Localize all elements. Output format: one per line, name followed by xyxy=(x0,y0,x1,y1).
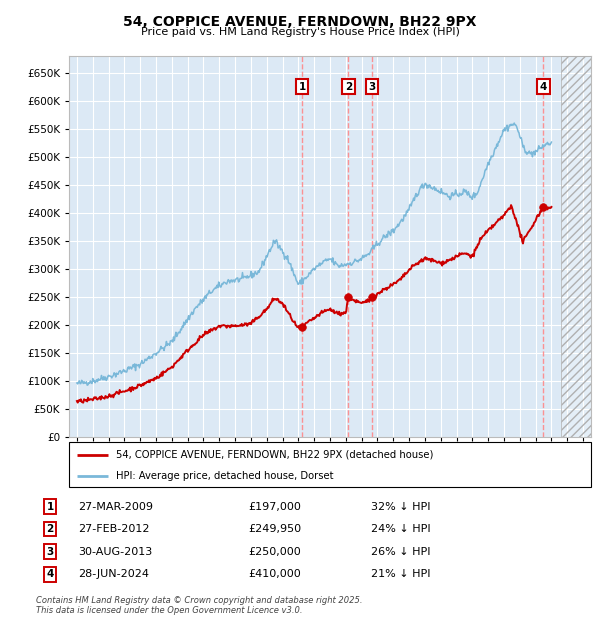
Text: 4: 4 xyxy=(539,82,547,92)
Text: £197,000: £197,000 xyxy=(248,502,301,512)
Text: £249,950: £249,950 xyxy=(248,524,301,534)
Text: 3: 3 xyxy=(46,547,53,557)
Text: 3: 3 xyxy=(368,82,376,92)
Text: 28-JUN-2024: 28-JUN-2024 xyxy=(78,569,149,579)
Text: £410,000: £410,000 xyxy=(248,569,301,579)
Text: Price paid vs. HM Land Registry's House Price Index (HPI): Price paid vs. HM Land Registry's House … xyxy=(140,27,460,37)
Text: 1: 1 xyxy=(46,502,53,512)
Text: 26% ↓ HPI: 26% ↓ HPI xyxy=(371,547,430,557)
Text: 2: 2 xyxy=(345,82,352,92)
Text: 2: 2 xyxy=(46,524,53,534)
Text: 32% ↓ HPI: 32% ↓ HPI xyxy=(371,502,430,512)
Text: 24% ↓ HPI: 24% ↓ HPI xyxy=(371,524,430,534)
Bar xyxy=(560,56,591,437)
Text: £250,000: £250,000 xyxy=(248,547,301,557)
Text: 21% ↓ HPI: 21% ↓ HPI xyxy=(371,569,430,579)
Text: 54, COPPICE AVENUE, FERNDOWN, BH22 9PX (detached house): 54, COPPICE AVENUE, FERNDOWN, BH22 9PX (… xyxy=(116,450,433,459)
Text: 54, COPPICE AVENUE, FERNDOWN, BH22 9PX: 54, COPPICE AVENUE, FERNDOWN, BH22 9PX xyxy=(123,16,477,30)
Text: 27-FEB-2012: 27-FEB-2012 xyxy=(78,524,149,534)
Text: 27-MAR-2009: 27-MAR-2009 xyxy=(78,502,153,512)
Text: 30-AUG-2013: 30-AUG-2013 xyxy=(78,547,152,557)
Text: HPI: Average price, detached house, Dorset: HPI: Average price, detached house, Dors… xyxy=(116,471,334,480)
Bar xyxy=(560,56,591,437)
Text: Contains HM Land Registry data © Crown copyright and database right 2025.
This d: Contains HM Land Registry data © Crown c… xyxy=(36,596,362,615)
Text: 1: 1 xyxy=(298,82,305,92)
Text: 4: 4 xyxy=(46,569,53,579)
